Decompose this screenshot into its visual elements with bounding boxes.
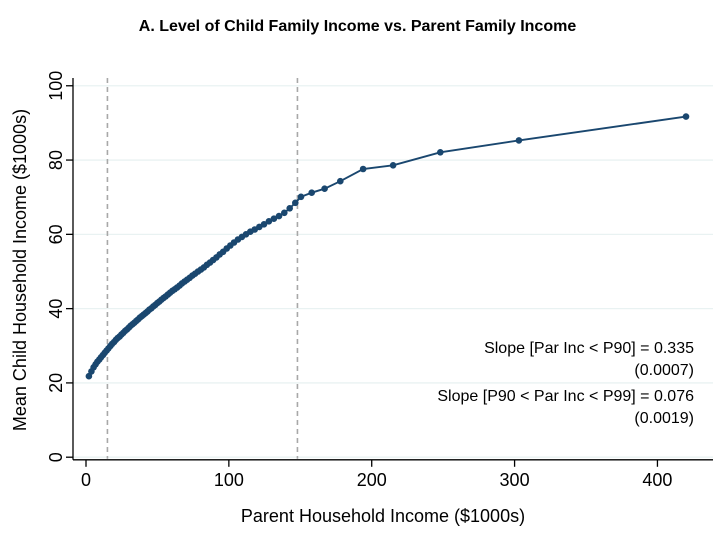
data-point-74 [275,212,283,220]
x-tick-label-200: 200 [357,470,387,490]
y-axis-title: Mean Child Household Income ($1000s) [10,108,30,432]
slope-annotation-below-p90-se: (0.0007) [634,362,694,379]
data-point-83 [389,162,397,169]
slope-annotation-p90-p99-se: (0.0019) [634,410,694,427]
data-point-76 [286,205,294,212]
series-line [88,115,687,377]
data-point-71 [260,221,268,228]
slope-annotation-p90-p99: Slope [P90 < Par Inc < P99] = 0.076 [437,388,694,405]
chart-title: A. Level of Child Family Income vs. Pare… [138,18,577,35]
data-point-84 [437,149,444,156]
x-tick-label-300: 300 [500,470,530,490]
y-tick-label-100: 100 [46,71,66,101]
y-tick-label-60: 60 [46,224,66,244]
data-point-86 [682,113,690,120]
y-tick-label-40: 40 [46,299,66,319]
slope-annotation-below-p90: Slope [Par Inc < P90] = 0.335 [484,340,694,357]
y-tick-label-80: 80 [46,150,66,170]
data-point-81 [337,177,344,185]
x-tick-label-400: 400 [642,470,672,490]
data-point-82 [359,165,367,173]
data-point-75 [281,209,288,217]
x-axis-title: Parent Household Income ($1000s) [240,506,526,526]
data-point-80 [321,185,328,192]
data-point-85 [515,137,523,144]
x-tick-label-0: 0 [81,470,91,490]
data-point-73 [270,215,278,222]
y-tick-label-0: 0 [46,452,66,462]
data-point-79 [308,189,316,196]
x-tick-label-100: 100 [214,470,244,490]
data-point-78 [297,193,305,201]
data-point-77 [292,199,299,207]
data-point-72 [265,218,273,225]
y-tick-label-20: 20 [46,373,66,393]
